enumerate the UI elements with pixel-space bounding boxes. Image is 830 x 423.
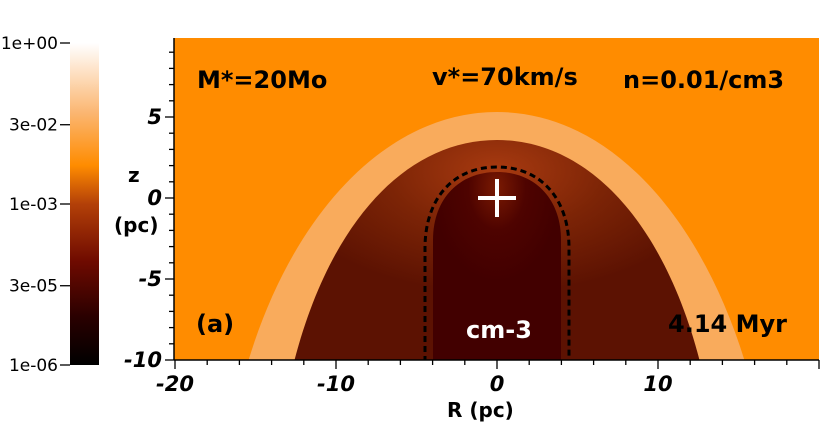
x-tick-label: -10: [317, 372, 355, 396]
x-tick-label: 10: [643, 372, 672, 396]
contour-line: [423, 165, 571, 360]
colorbar-tick-label: 1e-03: [9, 195, 58, 215]
wake-region: [433, 172, 561, 360]
star-marker-icon: [478, 179, 516, 217]
colorbar-ticks: 1e+00 3e-02 1e-03 3e-05 1e-06: [1, 34, 70, 376]
colorbar-tick-label: 1e-06: [9, 356, 58, 376]
heatmap-plot: [174, 38, 819, 360]
colorbar-tick-label: 3e-02: [9, 116, 58, 136]
x-tick-label: 0: [490, 372, 505, 396]
y-tick-label: 0: [147, 186, 162, 210]
velocity-annotation: v*=70km/s: [432, 63, 578, 91]
colorbar-tick-label: 1e+00: [1, 34, 58, 54]
mass-annotation: M*=20Mo: [197, 66, 327, 94]
panel-label: (a): [196, 310, 234, 338]
unit-label: cm-3: [466, 316, 532, 344]
y-tick-label: -5: [139, 267, 162, 291]
y-axis-title-line1: z: [128, 163, 140, 187]
y-tick-label: 5: [147, 105, 162, 129]
y-tick-label: -10: [124, 348, 162, 372]
colorbar: [70, 43, 99, 365]
colorbar-tick-label: 3e-05: [9, 277, 58, 297]
time-annotation: 4.14 Myr: [668, 310, 787, 338]
y-axis-title-line2: (pc): [114, 213, 158, 237]
x-axis-title: R (pc): [447, 398, 514, 422]
density-annotation: n=0.01/cm3: [623, 66, 784, 94]
x-tick-label: -20: [156, 372, 194, 396]
